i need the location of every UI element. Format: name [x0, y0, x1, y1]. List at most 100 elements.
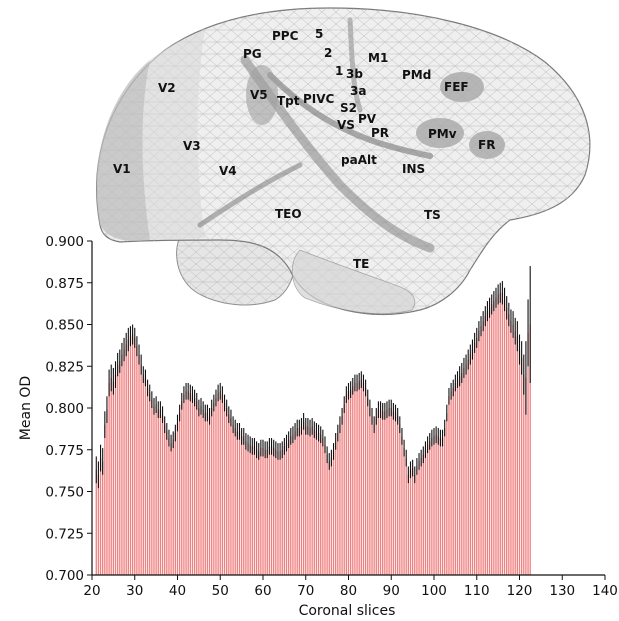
bar	[183, 394, 185, 575]
bar	[352, 386, 354, 575]
bar	[121, 354, 123, 575]
bar	[328, 461, 330, 575]
bar	[317, 433, 320, 575]
bar	[450, 391, 452, 575]
bar	[99, 458, 102, 575]
bar	[349, 389, 352, 575]
label-3a: 3a	[350, 84, 366, 98]
label-2: 2	[324, 46, 332, 60]
bar	[230, 418, 232, 575]
bar	[290, 436, 292, 575]
bar	[397, 416, 399, 575]
bar	[198, 408, 200, 575]
bar	[458, 376, 461, 575]
bar	[275, 449, 277, 575]
y-tick-label: 0.725	[45, 526, 84, 542]
bar	[170, 443, 172, 575]
label-s2: S2	[340, 101, 357, 115]
bar	[456, 379, 459, 575]
bar	[337, 433, 339, 575]
bar	[390, 408, 392, 575]
bar	[471, 349, 474, 575]
y-tick-label: 0.850	[45, 318, 84, 334]
bar	[313, 429, 315, 575]
bar	[298, 428, 300, 575]
bar	[506, 307, 508, 575]
x-tick-label: 140	[592, 583, 618, 599]
bar	[97, 474, 100, 575]
label-pmv: PMv	[428, 127, 457, 141]
bar	[324, 444, 326, 575]
bar	[217, 392, 219, 575]
x-axis-ticks: 20 30 40 50 60 70 80 90 100 110 120 130 140	[83, 575, 618, 599]
bar	[106, 409, 108, 575]
bar	[431, 438, 433, 575]
label-3b: 3b	[346, 67, 363, 81]
bar	[176, 423, 179, 575]
bar	[146, 387, 149, 575]
bar	[488, 307, 491, 575]
brain-illustration: V1 V2 V3 V4 V5 PG PPC 5 2 1 3b 3a M1 PMd…	[96, 7, 591, 316]
bar	[416, 466, 418, 575]
bar	[309, 428, 311, 575]
bar	[452, 387, 454, 575]
bar	[411, 468, 414, 575]
bar	[454, 382, 457, 575]
bar	[407, 474, 410, 575]
bar	[277, 451, 279, 575]
bar	[157, 409, 159, 575]
lateral-sulcus	[267, 72, 433, 159]
bar	[262, 448, 264, 575]
bar	[189, 392, 191, 575]
bar	[514, 331, 516, 575]
bar	[382, 411, 384, 575]
label-ppc: PPC	[272, 29, 299, 43]
bar	[315, 431, 318, 575]
bar	[108, 382, 110, 575]
bar	[362, 382, 365, 575]
label-ins: INS	[402, 162, 425, 176]
bar	[193, 397, 196, 575]
label-m1: M1	[368, 51, 388, 65]
bar	[435, 434, 437, 575]
bar	[215, 397, 217, 575]
bar	[399, 424, 401, 575]
label-vs: VS	[337, 118, 355, 132]
central-sulcus	[347, 17, 363, 113]
x-tick-label: 100	[421, 583, 447, 599]
y-tick-label: 0.750	[45, 485, 84, 501]
bar	[264, 449, 266, 575]
area-v1-region	[96, 60, 150, 241]
bar	[104, 424, 106, 575]
bar	[185, 391, 187, 575]
y-tick-label: 0.700	[45, 568, 84, 584]
bar	[174, 433, 177, 575]
bar	[322, 438, 324, 575]
error-bars	[95, 266, 531, 489]
bar	[414, 474, 416, 575]
bar	[347, 391, 350, 575]
bar	[131, 334, 134, 575]
bar	[236, 431, 239, 575]
bar	[437, 436, 439, 575]
bar	[320, 434, 322, 575]
bar	[287, 439, 290, 575]
bar	[529, 324, 531, 575]
bar	[429, 441, 431, 575]
x-axis-title: Coronal slices	[299, 603, 396, 619]
bar	[119, 361, 121, 575]
y-tick-label: 0.775	[45, 443, 84, 459]
x-tick-label: 80	[340, 583, 357, 599]
bar	[116, 364, 119, 575]
label-paalt: paAlt	[341, 153, 377, 167]
bar	[238, 431, 241, 575]
label-5: 5	[315, 27, 323, 41]
bar	[433, 436, 435, 575]
bar	[208, 416, 211, 575]
bar	[448, 396, 450, 575]
bar	[394, 413, 397, 575]
bar	[251, 446, 253, 575]
bar	[129, 336, 132, 575]
bar	[155, 404, 157, 575]
bar	[373, 424, 375, 575]
